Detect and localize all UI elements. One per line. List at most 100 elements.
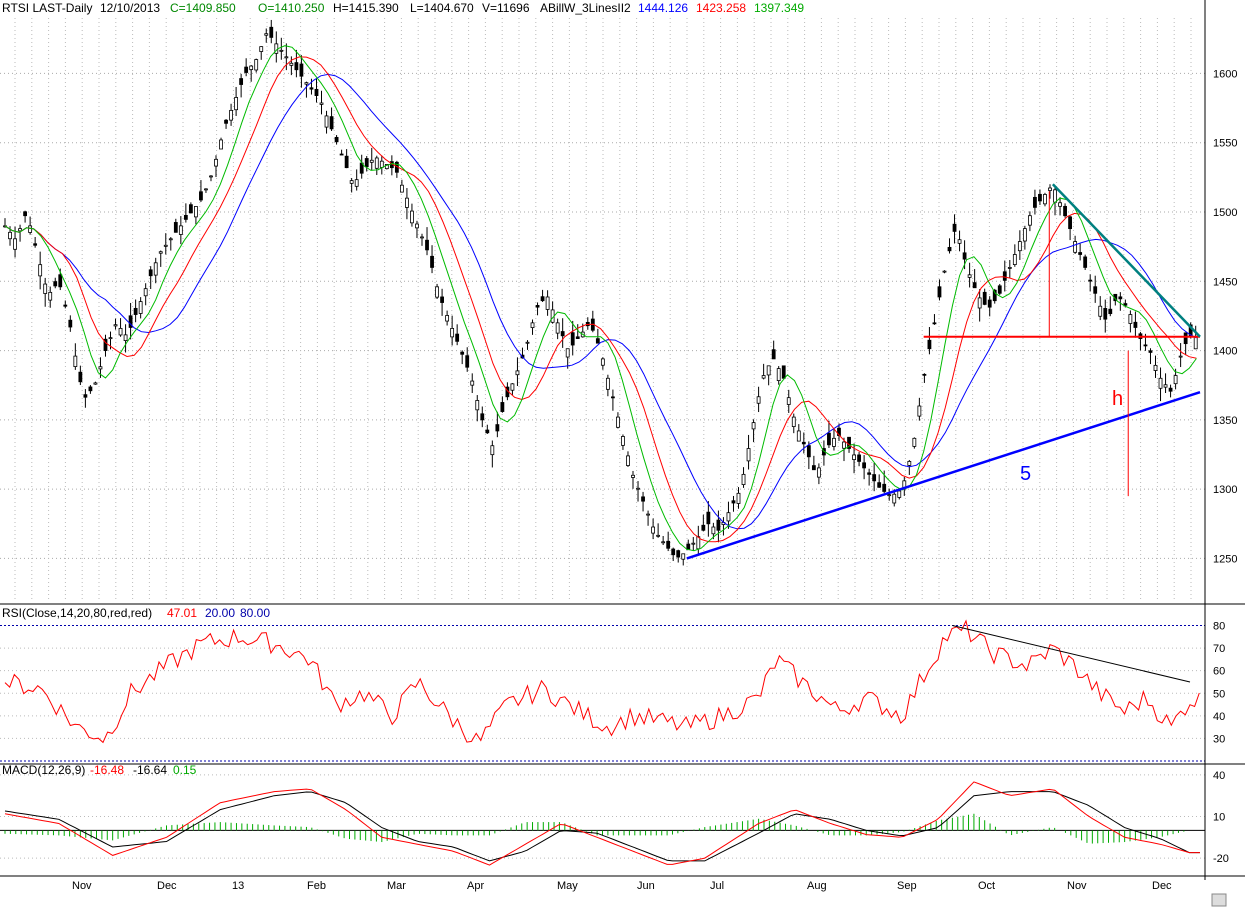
candle-body [1163,384,1168,388]
candle-body [867,472,872,475]
candle-body [977,297,982,309]
x-tick-label: Mar [387,880,406,892]
candle-body [158,251,163,254]
candle-body [209,175,213,178]
candle-body [530,322,535,329]
candle-body [691,542,696,545]
candle-body [314,88,319,97]
price-tick-label: 1500 [1213,207,1237,219]
candle-body [877,482,882,488]
candle-body [726,512,731,522]
candle-body [188,204,193,214]
candle-body [661,541,666,544]
candle-body [264,33,269,36]
candle-body [259,46,264,52]
candle-body [48,291,53,301]
rsi-high: 80.00 [240,606,270,620]
header-ind-red: 1423.258 [696,1,746,15]
candle-body [415,223,419,229]
candle-body [997,285,1002,294]
candle-body [304,82,309,85]
candle-body [234,97,239,111]
candle-body [1028,215,1032,226]
x-tick-label: Dec [1152,880,1172,892]
candle-body [374,157,379,169]
candle-body [430,255,434,268]
candle-body [957,239,962,244]
rsi-trendline [952,625,1191,683]
candle-body [284,56,289,59]
scroll-handle [1211,893,1227,907]
candle-body [168,238,173,241]
candle-body [1088,279,1093,282]
candle-body [1048,187,1052,191]
candle-body [53,281,58,287]
candle-body [781,365,786,379]
candle-body [801,441,806,445]
candle-body [143,288,148,297]
candle-body [1073,241,1078,253]
candle-body [1118,296,1123,300]
candle-body [224,119,228,124]
grid [0,18,1205,600]
rsi-tick-label: 30 [1213,733,1225,745]
candle-body [1173,375,1178,385]
candle-body [475,400,480,411]
candle-body [103,338,108,351]
price-tick-label: 1550 [1213,138,1237,150]
candle-body [269,26,274,38]
candle-body [118,327,123,336]
height-label: h [1112,388,1123,410]
candle-body [616,416,620,428]
price-candles [3,19,1198,566]
candle-body [1017,241,1022,252]
price-tick-label: 1350 [1213,415,1237,427]
header-indicator: ABillW_3LinesII2 [540,1,631,15]
candle-body [214,158,218,167]
candle-body [852,454,856,460]
candle-body [440,296,444,303]
candle-body [23,211,27,217]
candle-body [756,396,761,404]
candle-body [791,416,796,427]
candle-body [570,332,575,346]
x-tick-label: Nov [1067,880,1087,892]
candle-body [605,377,610,390]
candle-body [1002,271,1007,281]
candle-body [153,262,158,276]
candle-body [309,87,314,90]
candle-body [299,63,304,77]
candle-body [741,473,746,485]
candle-body [1098,305,1103,317]
candle-body [63,304,68,307]
candle-body [932,322,937,325]
candle-body [1083,256,1088,268]
price-tick-label: 1450 [1213,276,1237,288]
candle-body [138,301,143,314]
candle-body [470,380,475,386]
candle-body [1148,350,1153,353]
candle-body [399,184,404,193]
candle-body [565,348,570,358]
candle-body [68,319,73,328]
candle-body [1103,308,1108,320]
candle-body [249,65,254,70]
candle-body [540,296,545,302]
candle-body [681,553,686,560]
candle-body [490,445,495,456]
price-tick-label: 1400 [1213,346,1237,358]
candle-body [1178,355,1183,358]
candle-body [555,322,560,334]
candle-body [28,225,33,233]
price-tick-label: 1600 [1213,68,1237,80]
header-low: L=1404.670 [410,1,474,15]
macd-tick-label: -20 [1213,853,1229,865]
candle-body [972,282,977,289]
x-tick-label: Jun [637,880,655,892]
candle-body [1038,193,1042,202]
candle-body [917,405,922,417]
candle-body [1143,344,1148,347]
candle-body [952,223,957,232]
downtrend-line [1051,183,1201,338]
rsi-panel [0,619,1205,762]
